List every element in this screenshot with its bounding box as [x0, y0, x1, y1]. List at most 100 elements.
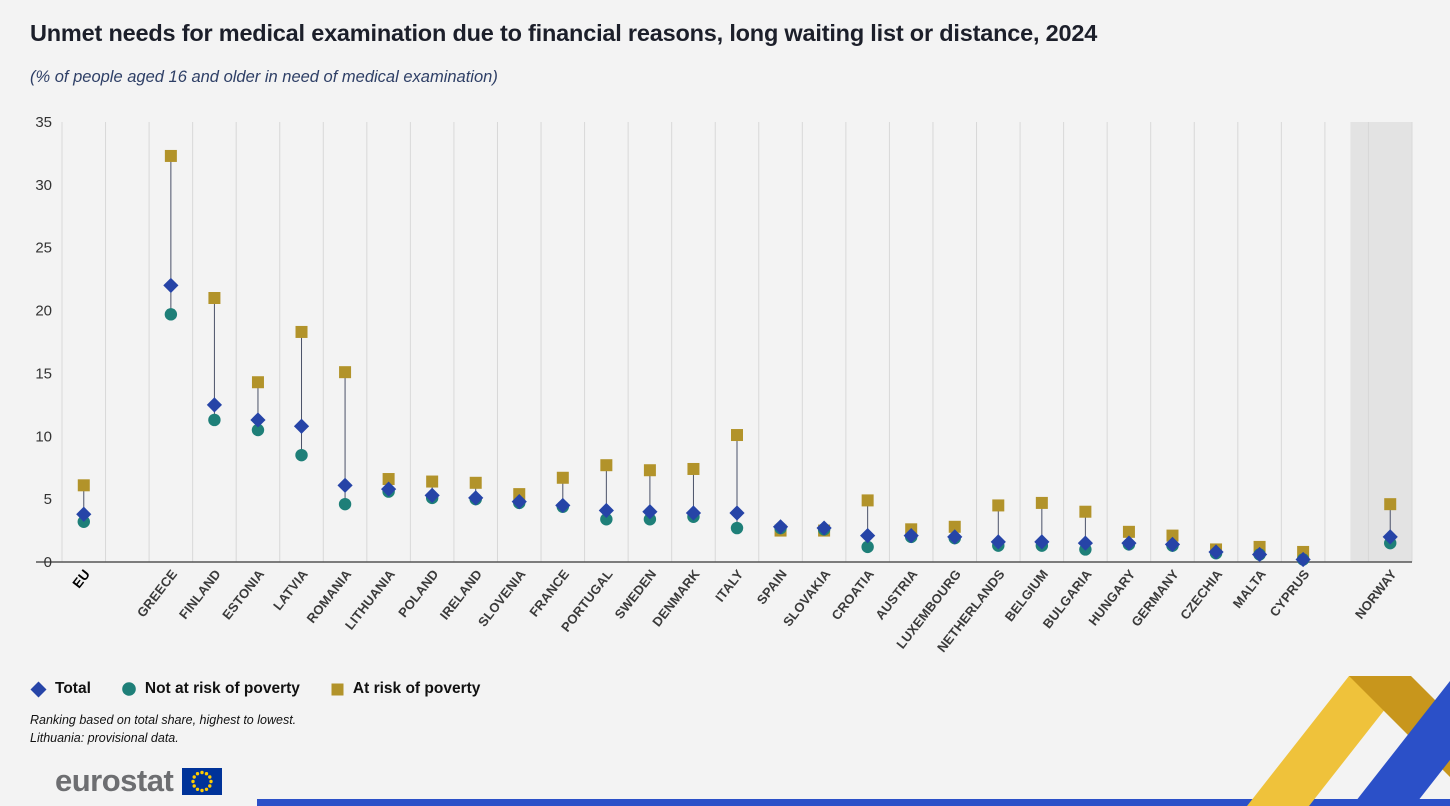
marker-not-at-risk-of-poverty	[730, 521, 744, 535]
marker-at-risk-of-poverty	[861, 494, 874, 507]
legend-label-not-at-risk: Not at risk of poverty	[144, 680, 300, 697]
marker-at-risk-of-poverty	[1035, 496, 1048, 509]
y-tick-label: 20	[35, 303, 52, 320]
flag-star	[209, 779, 214, 783]
flag-star	[196, 771, 200, 775]
flag-star	[208, 774, 212, 779]
marker-total	[642, 504, 658, 520]
marker-at-risk-of-poverty	[208, 292, 221, 304]
marker-total	[555, 497, 571, 514]
x-tick-label-czechia: CZECHIA	[1177, 566, 1226, 622]
marker-at-risk-of-poverty	[469, 476, 482, 489]
marker-total	[1208, 544, 1224, 560]
x-tick-label-greece: GREECE	[134, 567, 180, 621]
x-tick-label-france: FRANCE	[526, 567, 572, 620]
flag-star	[205, 787, 209, 791]
y-tick-label: 10	[35, 428, 52, 445]
marker-not-at-risk-of-poverty	[338, 497, 352, 511]
flag-star	[200, 788, 205, 792]
marker-at-risk-of-poverty	[600, 459, 613, 472]
x-tick-label-estonia: ESTONIA	[219, 566, 267, 622]
flag-star	[200, 770, 205, 774]
marker-total	[468, 490, 484, 506]
legend-square-icon	[331, 683, 344, 695]
marker-not-at-risk-of-poverty	[164, 308, 178, 321]
y-tick-label: 0	[44, 554, 52, 571]
marker-total	[206, 397, 223, 413]
marker-total	[1295, 551, 1311, 568]
marker-total	[860, 528, 876, 544]
marker-total	[76, 506, 92, 522]
x-tick-label-malta: MALTA	[1230, 566, 1270, 611]
marker-total	[816, 520, 832, 536]
decorative-ribbon	[1247, 676, 1450, 806]
x-tick-label-latvia: LATVIA	[270, 566, 311, 613]
legend-label-total: Total	[55, 680, 91, 697]
marker-at-risk-of-poverty	[77, 479, 90, 492]
x-tick-label-sweden: SWEDEN	[612, 567, 660, 622]
chart-subtitle: (% of people aged 16 and older in need o…	[30, 68, 498, 86]
marker-at-risk-of-poverty	[731, 429, 743, 442]
x-tick-label-croatia: CROATIA	[828, 566, 877, 623]
legend-label-at-risk: At risk of poverty	[352, 680, 481, 697]
marker-not-at-risk-of-poverty	[251, 423, 265, 437]
x-tick-label-ireland: IRELAND	[437, 567, 485, 623]
marker-at-risk-of-poverty	[1384, 498, 1397, 511]
flag-star	[196, 787, 200, 791]
y-tick-label: 25	[35, 240, 52, 257]
marker-total	[947, 529, 963, 545]
marker-total	[381, 481, 397, 497]
x-tick-label-eu: EU	[70, 567, 94, 591]
marker-at-risk-of-poverty	[643, 464, 656, 477]
footnote-lithuania: Lithuania: provisional data.	[30, 730, 179, 745]
marker-total	[903, 528, 919, 544]
marker-at-risk-of-poverty	[687, 462, 700, 475]
marker-total	[424, 487, 440, 503]
flag-star	[191, 779, 196, 783]
legend-item-at-risk: At risk of poverty	[330, 680, 480, 698]
marker-total	[337, 477, 353, 493]
marker-total	[598, 502, 614, 519]
eurostat-logo-text: eurostat	[55, 763, 174, 798]
marker-not-at-risk-of-poverty	[295, 448, 308, 462]
legend-circle-icon	[122, 682, 136, 696]
y-tick-label: 30	[35, 177, 52, 194]
legend-item-not-at-risk: Not at risk of poverty	[121, 680, 300, 698]
marker-total	[250, 412, 266, 428]
marker-not-at-risk-of-poverty	[600, 513, 613, 526]
x-tick-label-finland: FINLAND	[176, 567, 224, 622]
marker-at-risk-of-poverty	[164, 149, 177, 162]
x-tick-label-norway: NORWAY	[1352, 567, 1400, 622]
x-tick-label-austria: AUSTRIA	[872, 566, 921, 622]
marker-total	[163, 277, 179, 294]
marker-not-at-risk-of-poverty	[208, 413, 221, 427]
marker-at-risk-of-poverty	[1079, 505, 1092, 518]
eu-flag-icon	[182, 767, 223, 795]
y-tick-label: 35	[35, 114, 52, 131]
marker-at-risk-of-poverty	[1166, 529, 1179, 542]
norway-highlight-band	[1350, 122, 1412, 562]
marker-total	[772, 519, 789, 535]
x-tick-label-italy: ITALY	[712, 567, 746, 605]
x-tick-label-poland: POLAND	[395, 567, 441, 620]
marker-at-risk-of-poverty	[339, 366, 352, 379]
marker-total	[1251, 546, 1268, 563]
flag-star	[208, 783, 212, 788]
marker-not-at-risk-of-poverty	[861, 540, 874, 554]
marker-total	[685, 505, 702, 521]
marker-total	[1034, 534, 1050, 550]
chart-footnotes: Ranking based on total share, highest to…	[30, 712, 296, 747]
y-tick-label: 15	[35, 365, 52, 382]
chart-legend: Total Not at risk of poverty At risk of …	[30, 680, 480, 698]
chart-title: Unmet needs for medical examination due …	[30, 20, 1098, 46]
legend-item-total: Total	[30, 680, 91, 698]
marker-total	[729, 505, 745, 521]
marker-total	[293, 418, 310, 434]
marker-at-risk-of-poverty	[382, 473, 395, 486]
marker-at-risk-of-poverty	[948, 520, 961, 533]
marker-at-risk-of-poverty	[992, 499, 1005, 512]
flag-star	[192, 774, 197, 779]
marker-at-risk-of-poverty	[295, 325, 308, 338]
legend-diamond-icon	[30, 681, 47, 697]
